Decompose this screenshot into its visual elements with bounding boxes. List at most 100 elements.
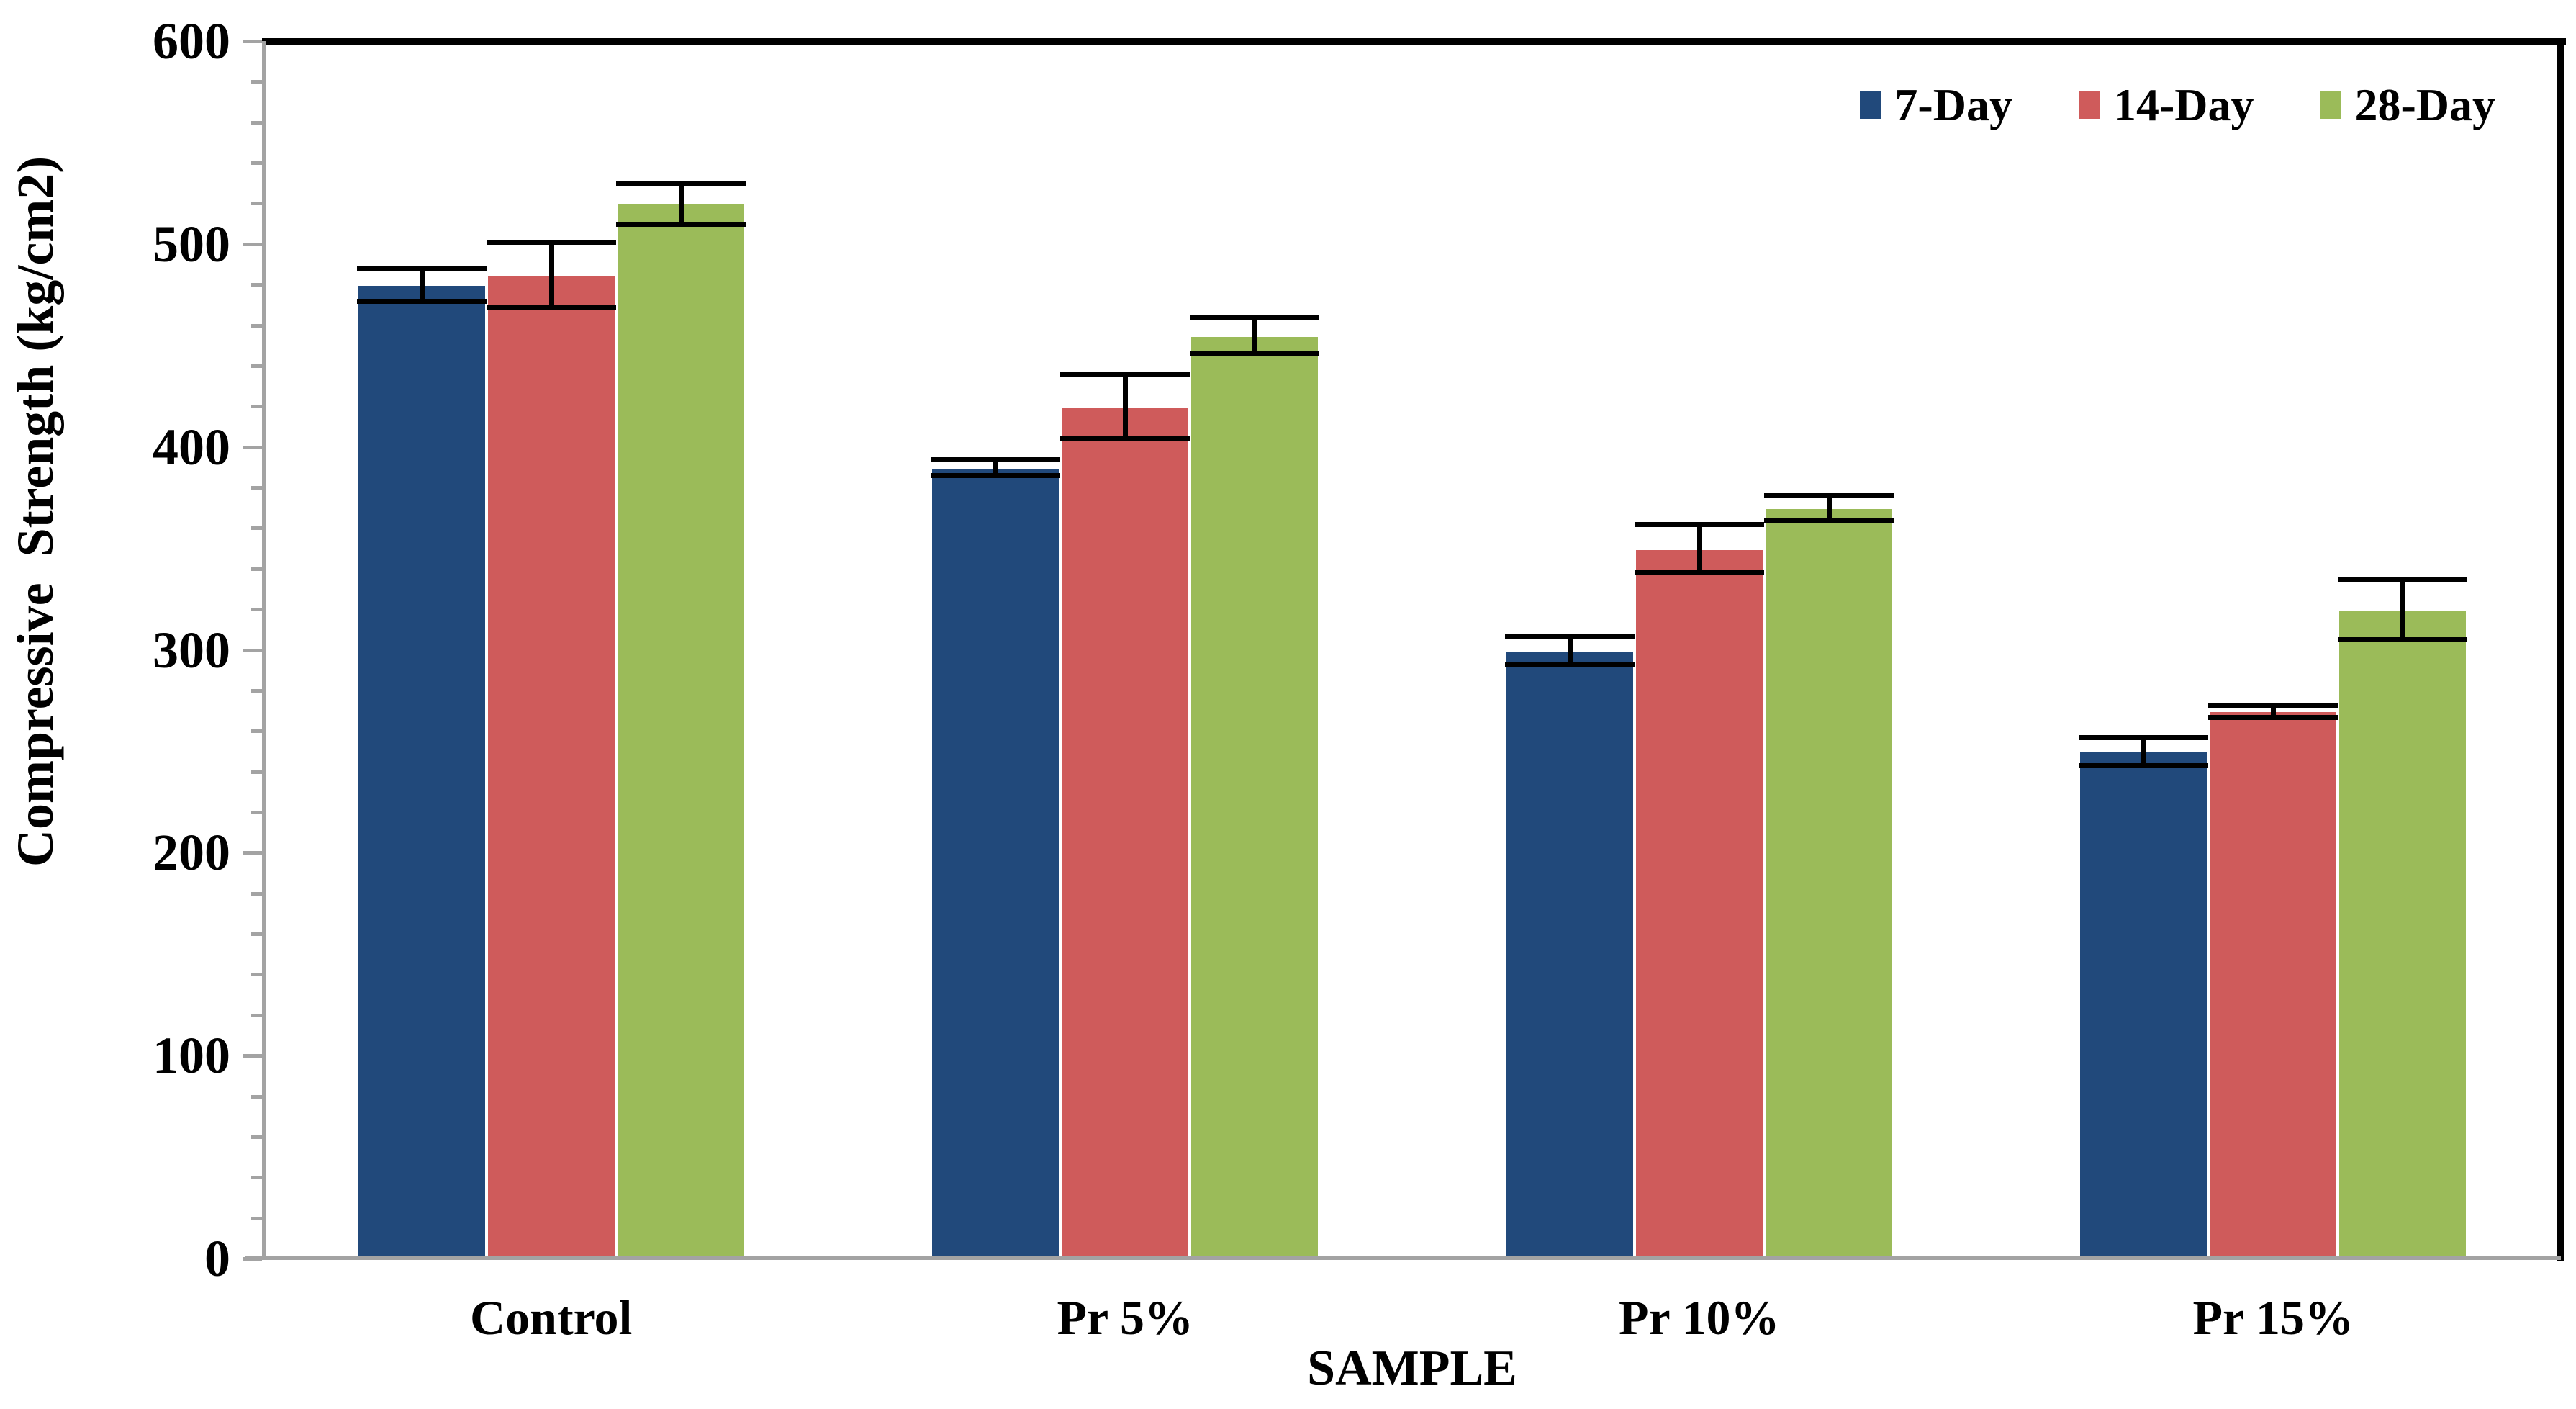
error-bar-cap-top [615,181,746,186]
y-major-tick [243,445,262,449]
y-minor-tick [251,1176,262,1180]
legend-label: 7-Day [1894,79,2012,130]
y-minor-tick [251,973,262,977]
category-label-Pr 15%: Pr 15% [2192,1290,2354,1345]
y-minor-tick [251,1094,262,1099]
legend-item-7-Day: 7-Day [1860,79,2012,131]
error-bar-cap-bottom [1060,436,1190,442]
legend: 7-Day 14-Day 28-Day [1860,79,2495,131]
error-bar-cap-bottom [2079,763,2209,769]
legend-item-28-Day: 28-Day [2320,79,2495,131]
y-minor-tick [251,567,262,571]
y-minor-tick [251,364,262,368]
y-axis-line [262,41,266,1259]
y-minor-tick [251,608,262,612]
y-minor-tick [251,80,262,84]
error-bar-stem [2400,578,2406,640]
bar-28-Day-Pr 10% [1763,508,1894,1259]
error-bar-cap-top [1504,633,1635,639]
error-bar-cap-top [1763,493,1894,499]
y-minor-tick [251,323,262,328]
y-minor-tick [251,1135,262,1139]
bar-7-Day-Pr 5% [931,467,1061,1259]
y-major-tick [243,648,262,652]
error-bar-stem [2271,704,2277,717]
error-bar-cap-top [486,240,616,245]
error-bar-cap-top [1060,372,1190,377]
y-tick-label: 500 [153,215,230,273]
error-bar-cap-bottom [931,473,1061,479]
y-minor-tick [251,770,262,774]
category-label-Pr 5%: Pr 5% [1057,1290,1194,1345]
y-major-tick [243,851,262,855]
y-tick-label: 0 [204,1230,230,1287]
bar-14-Day-Control [486,274,616,1259]
y-minor-tick [251,283,262,287]
error-bar-cap-top [1190,315,1320,320]
y-minor-tick [251,202,262,206]
legend-swatch-28-Day [2320,91,2342,119]
plot-top-border [262,38,2566,45]
category-label-Control: Control [470,1290,633,1345]
y-minor-tick [251,161,262,166]
error-bar-stem [993,459,999,476]
bar-7-Day-Pr 10% [1504,649,1635,1259]
y-major-tick [243,1054,262,1058]
y-minor-tick [251,688,262,693]
y-minor-tick [251,526,262,531]
legend-swatch-14-Day [2078,91,2100,119]
error-bar-stem [1252,317,1258,354]
y-minor-tick [251,1013,262,1017]
error-bar-stem [1567,635,1573,665]
error-bar-cap-top [1634,521,1764,527]
bar-28-Day-Pr 15% [2338,609,2468,1259]
error-bar-cap-bottom [2208,714,2338,720]
legend-label: 14-Day [2112,79,2254,130]
error-bar-cap-top [2079,734,2209,740]
error-bar-cap-top [2338,576,2468,582]
bar-28-Day-Control [615,203,746,1259]
bar-7-Day-Pr 15% [2079,751,2209,1259]
bar-28-Day-Pr 5% [1190,335,1320,1259]
error-bar-cap-top [931,456,1061,462]
y-minor-tick [251,1216,262,1220]
y-minor-tick [251,932,262,937]
error-bar-stem [1826,495,1832,521]
x-axis-title: SAMPLE [1307,1341,1517,1396]
plot-right-border [2557,38,2564,1261]
y-major-tick [243,40,262,43]
error-bar-stem [548,242,554,307]
error-bar-cap-top [2208,702,2338,708]
error-bar-stem [1696,523,1702,573]
error-bar-stem [419,268,425,301]
legend-label: 28-Day [2354,79,2495,130]
y-tick-label: 300 [153,621,230,679]
error-bar-cap-bottom [356,298,487,304]
y-minor-tick [251,729,262,734]
legend-item-14-Day: 14-Day [2078,79,2254,131]
y-minor-tick [251,120,262,125]
y-minor-tick [251,405,262,409]
error-bar-cap-bottom [1763,518,1894,523]
bar-14-Day-Pr 15% [2208,711,2338,1259]
error-bar-cap-top [356,266,487,271]
y-tick-label: 100 [153,1027,230,1085]
y-tick-label: 400 [153,418,230,476]
y-tick-label: 600 [153,12,230,70]
error-bar-cap-bottom [486,305,616,310]
error-bar-cap-bottom [1634,570,1764,576]
error-bar-stem [1123,374,1129,439]
bar-7-Day-Control [356,284,487,1259]
bar-14-Day-Pr 10% [1634,548,1764,1259]
y-tick-label: 200 [153,824,230,882]
y-major-tick [243,242,262,246]
error-bar-stem [678,183,684,224]
error-bar-cap-bottom [615,221,746,227]
y-minor-tick [251,891,262,896]
error-bar-cap-bottom [1504,662,1635,667]
x-axis-line [245,1256,2561,1260]
error-bar-cap-bottom [1190,351,1320,357]
category-label-Pr 10%: Pr 10% [1619,1290,1780,1345]
error-bar-cap-bottom [2338,637,2468,643]
